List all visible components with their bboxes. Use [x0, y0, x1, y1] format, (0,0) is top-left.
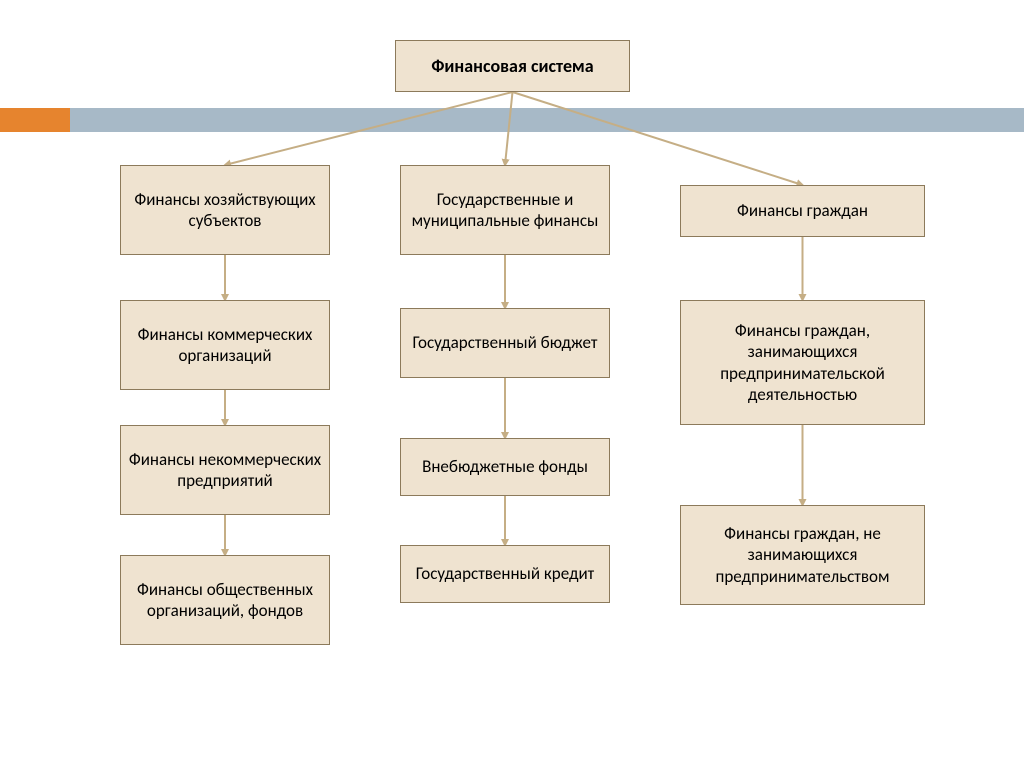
node-label: Финансы хозяйствующих субъектов	[127, 189, 323, 232]
node-non-entrepreneurs: Финансы граждан, не занимающихся предпри…	[680, 505, 925, 605]
diagram-canvas: Финансовая система Финансы хозяйствующих…	[0, 0, 1024, 767]
node-state-credit: Государственный кредит	[400, 545, 610, 603]
node-label: Финансы коммерческих организаций	[127, 324, 323, 367]
node-citizen-finance: Финансы граждан	[680, 185, 925, 237]
node-label: Внебюджетные фонды	[422, 456, 588, 477]
node-label: Финансы граждан	[737, 200, 868, 221]
node-commercial-orgs: Финансы коммерческих организаций	[120, 300, 330, 390]
node-offbudget-funds: Внебюджетные фонды	[400, 438, 610, 496]
node-label: Государственный кредит	[416, 563, 594, 584]
node-label: Финансы граждан, не занимающихся предпри…	[687, 523, 918, 587]
node-business-finance: Финансы хозяйствующих субъектов	[120, 165, 330, 255]
node-label: Финансовая система	[431, 55, 593, 78]
node-noncommercial: Финансы некоммерческих предприятий	[120, 425, 330, 515]
node-label: Государственные и муниципальные финансы	[407, 189, 603, 232]
node-public-orgs: Финансы общественных организаций, фондов	[120, 555, 330, 645]
node-state-municipal: Государственные и муниципальные финансы	[400, 165, 610, 255]
node-entrepreneurs: Финансы граждан, занимающихся предприним…	[680, 300, 925, 425]
node-label: Финансы общественных организаций, фондов	[127, 579, 323, 622]
node-label: Финансы граждан, занимающихся предприним…	[687, 320, 918, 405]
node-label: Государственный бюджет	[413, 332, 598, 353]
node-label: Финансы некоммерческих предприятий	[127, 449, 323, 492]
accent-band-blue	[70, 108, 1024, 132]
accent-band-orange	[0, 108, 70, 132]
node-state-budget: Государственный бюджет	[400, 308, 610, 378]
node-root: Финансовая система	[395, 40, 630, 92]
